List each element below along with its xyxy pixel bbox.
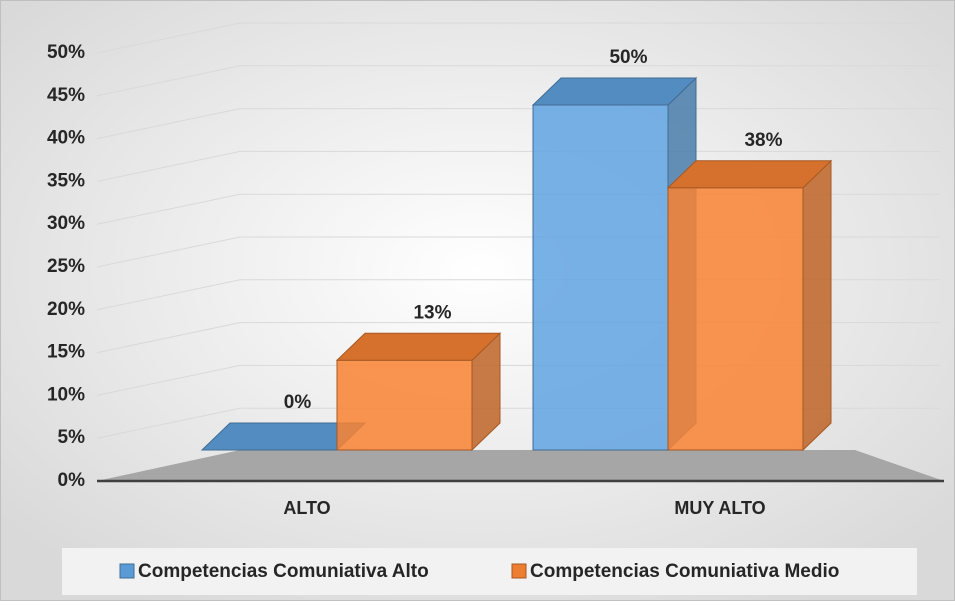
x-tick-label: MUY ALTO — [674, 498, 765, 518]
legend-box — [62, 548, 917, 595]
bar-top — [666, 160, 833, 189]
bar-side — [802, 159, 832, 452]
y-tick-label: 50% — [47, 42, 85, 63]
legend-label: Competencias Comuniativa Alto — [138, 561, 429, 582]
grid-line — [96, 65, 940, 97]
y-tick-label: 45% — [47, 85, 85, 106]
bar-front — [336, 359, 473, 451]
y-tick-label: 15% — [47, 342, 85, 363]
bar-top — [335, 332, 502, 361]
y-tick-label: 0% — [58, 470, 86, 491]
y-tick-label: 40% — [47, 128, 85, 149]
bar — [335, 332, 502, 452]
grid-line — [96, 108, 940, 140]
y-tick-label: 35% — [47, 170, 85, 191]
data-label: 38% — [744, 130, 782, 151]
bar — [666, 159, 833, 452]
y-tick-label: 30% — [47, 213, 85, 234]
y-tick-label: 10% — [47, 384, 85, 405]
data-label: 13% — [413, 302, 451, 323]
legend-swatch — [119, 563, 135, 579]
data-label: 0% — [284, 392, 312, 413]
data-label: 50% — [609, 47, 647, 68]
legend-swatch — [511, 563, 527, 579]
bar-top — [531, 77, 698, 106]
y-tick-label: 5% — [58, 427, 86, 448]
bar-front — [667, 187, 804, 451]
floor — [97, 450, 944, 481]
grid-line — [96, 22, 940, 54]
grid-line — [96, 150, 940, 182]
y-tick-label: 25% — [47, 256, 85, 277]
y-tick-label: 20% — [47, 299, 85, 320]
legend-label: Competencias Comuniativa Medio — [530, 561, 839, 582]
bar-front — [532, 104, 669, 451]
x-tick-label: ALTO — [283, 498, 330, 518]
